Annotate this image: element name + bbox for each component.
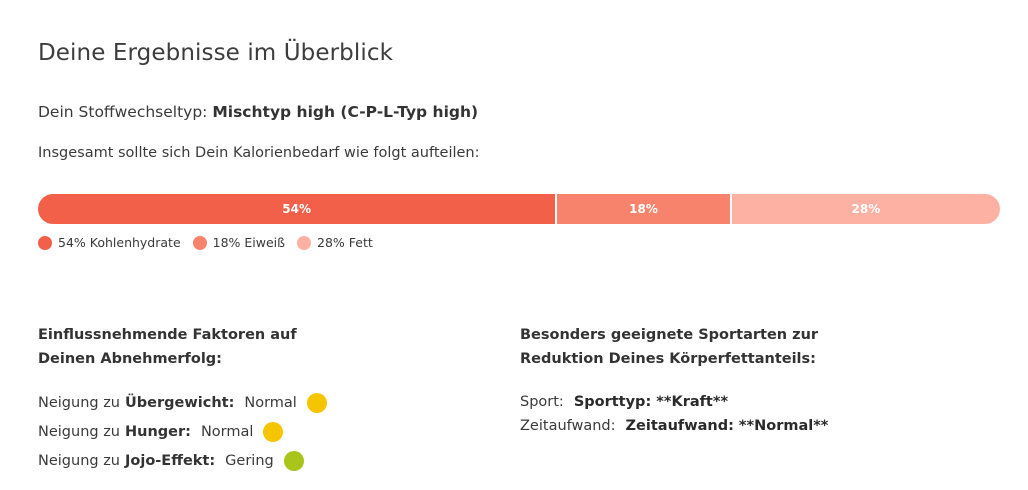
macro-split-bar: 54% 18% 28% (38, 194, 1000, 224)
legend-item: 54% Kohlenhydrate (38, 235, 181, 250)
legend-dot-icon (192, 235, 207, 250)
macro-legend: 54% Kohlenhydrate 18% Eiweiß 28% Fett (38, 235, 385, 250)
macro-segment: 18% (555, 194, 730, 224)
factor-row-yoyo: Neigung zu Jojo-Effekt: Gering (38, 451, 304, 471)
legend-label: 28% Fett (317, 235, 373, 250)
sports-heading: Besonders geeignete Sportarten zur Reduk… (520, 327, 819, 367)
metabolism-type-value: Mischtyp high (C-P-L-Typ high) (212, 103, 479, 121)
factor-prefix: Neigung zu (38, 424, 120, 440)
sport-row-type: Sport: Sporttyp: **Kraft** (520, 394, 728, 410)
factor-row-hunger: Neigung zu Hunger: Normal (38, 422, 284, 442)
legend-label: 18% Eiweiß (212, 235, 286, 250)
legend-dot-icon (38, 235, 52, 250)
metabolism-type-label: Dein Stoffwechseltyp: (38, 103, 208, 121)
status-dot-icon (263, 422, 284, 442)
legend-label: 54% Kohlenhydrate (58, 235, 181, 250)
legend-item: 18% Eiweiß (192, 235, 286, 250)
status-dot-icon (283, 451, 304, 471)
sport-value: Zeitaufwand: **Normal** (625, 418, 829, 434)
page-title: Deine Ergebnisse im Überblick (38, 40, 394, 66)
sport-row-time: Zeitaufwand: Zeitaufwand: **Normal** (520, 418, 828, 434)
status-dot-icon (306, 393, 327, 413)
macro-segment: 28% (729, 194, 1000, 224)
factor-value: Gering (225, 453, 274, 469)
factor-name: Hunger: (125, 424, 191, 440)
macro-segment: 54% (38, 194, 556, 224)
sport-label: Sport: (520, 394, 564, 410)
factor-row-overweight: Neigung zu Übergewicht: Normal (38, 393, 327, 413)
legend-item: 28% Fett (297, 235, 373, 250)
factor-prefix: Neigung zu (38, 453, 120, 469)
factor-value: Normal (200, 424, 254, 440)
sport-value: Sporttyp: **Kraft** (573, 394, 729, 410)
sport-label: Zeitaufwand: (520, 418, 616, 434)
factor-name: Übergewicht: (125, 395, 235, 411)
factor-value: Normal (244, 395, 297, 411)
calorie-split-intro: Insgesamt sollte sich Dein Kalorienbedar… (38, 145, 480, 161)
factor-prefix: Neigung zu (38, 395, 120, 411)
factor-name: Jojo-Effekt: (125, 453, 216, 469)
factors-heading: Einflussnehmende Faktoren auf Deinen Abn… (38, 327, 297, 367)
legend-dot-icon (297, 235, 312, 250)
metabolism-type-line: Dein Stoffwechseltyp: Mischtyp high (C-P… (38, 103, 478, 121)
